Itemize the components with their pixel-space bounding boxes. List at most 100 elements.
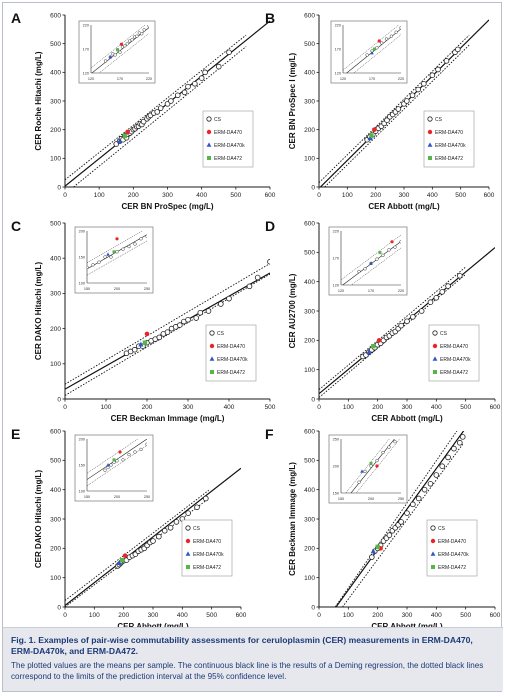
legend-label: ERM-DA470 [217, 344, 245, 350]
x-tick-label: 500 [230, 192, 241, 199]
panel-c: 0 100 200 300 400 500 0 100 200 300 400 500 CER Beck… [11, 218, 276, 423]
x-axis-title: CER Abbott (mg/L) [371, 622, 443, 627]
inset-point-cs [387, 248, 391, 252]
inset-point-erm-da470 [375, 464, 379, 468]
point-cs [192, 81, 198, 87]
point-cs [433, 294, 440, 301]
y-tick-label: 0 [311, 184, 315, 191]
point-cs [185, 83, 191, 90]
y-axis-title: CER Roche Hitachi (mg/L) [34, 51, 43, 150]
inset-point-erm-da470 [118, 450, 122, 454]
point-cs [404, 98, 410, 104]
inset-prediction-upper [91, 25, 146, 69]
point-erm-da470k [367, 135, 373, 141]
x-tick-label: 300 [183, 404, 194, 411]
x-tick-label: 600 [490, 612, 501, 619]
plot-content [319, 247, 495, 398]
x-tick-label: 100 [343, 404, 354, 411]
point-cs [197, 309, 204, 316]
inset-point-cs [357, 269, 361, 274]
point-cs [427, 480, 434, 487]
inset: 150 200 250 100 150 200 [74, 434, 154, 502]
plot-content [65, 258, 270, 396]
legend-marker-erm-da470 [209, 343, 215, 349]
inset-y-tick-label: 250 [333, 437, 339, 441]
point-cs [226, 49, 232, 56]
point-cs [445, 283, 451, 289]
point-cs [404, 510, 410, 516]
y-tick-label: 500 [50, 458, 61, 465]
legend-marker-erm-da472 [428, 156, 432, 160]
point-cs [451, 445, 457, 452]
x-tick-label: 500 [455, 192, 466, 199]
inset-frame [78, 20, 156, 84]
legend-marker-cs [206, 116, 212, 122]
inset-point-cs [387, 445, 391, 449]
inset-point-cs [135, 34, 139, 38]
point-cs [433, 472, 440, 478]
y-tick-label: 200 [50, 127, 61, 134]
legend-label: ERM-DA470k [193, 552, 224, 558]
point-cs [193, 315, 200, 321]
inset-point-cs [389, 34, 393, 38]
point-cs [435, 66, 441, 73]
legend-marker-erm-da470k [185, 551, 191, 556]
prediction-lower-line [324, 44, 470, 187]
point-cs [418, 308, 425, 314]
prediction-upper-line [65, 263, 270, 385]
y-tick-label: 500 [50, 41, 61, 48]
point-erm-da470 [125, 129, 130, 135]
inset-y-tick-label: 220 [335, 23, 341, 27]
y-tick-label: 300 [304, 308, 315, 315]
inset-frame [328, 226, 408, 296]
point-cs [198, 75, 205, 81]
inset-point-erm-da472 [369, 461, 373, 465]
y-tick-label: 300 [304, 98, 315, 105]
inset-x-tick-label: 120 [338, 289, 344, 293]
inset-point-cs [369, 464, 373, 468]
point-cs [429, 72, 436, 78]
point-erm-da470 [371, 127, 377, 132]
x-tick-label: 500 [460, 612, 471, 619]
inset-point-cs [363, 469, 367, 474]
point-erm-da472 [375, 544, 380, 550]
point-cs [410, 314, 416, 320]
y-tick-label: 0 [311, 396, 315, 403]
legend-marker-cs [427, 116, 433, 122]
inset-point-cs [381, 450, 385, 455]
point-cs [218, 301, 224, 307]
inset-y-tick-label: 120 [333, 283, 339, 287]
point-cs [185, 316, 191, 323]
point-cs [156, 334, 163, 341]
y-tick-label: 300 [50, 516, 61, 523]
point-cs [226, 295, 232, 302]
point-cs [443, 58, 450, 64]
point-erm-da472 [369, 133, 374, 138]
y-tick-label: 500 [304, 458, 315, 465]
inset-point-erm-da470 [115, 237, 119, 241]
inset-point-cs [106, 465, 110, 470]
caption-text: The plotted values are the means per sam… [11, 661, 484, 681]
panel-b: 0 100 200 300 400 500 600 0 100 200 300 400 500 600 CE… [265, 10, 495, 211]
legend-marker-erm-da472 [431, 565, 435, 569]
y-tick-label: 100 [304, 575, 315, 582]
point-cs [404, 318, 410, 325]
x-tick-label: 200 [142, 404, 153, 411]
point-cs [395, 106, 402, 112]
inset-frame [330, 20, 408, 84]
legend-marker-erm-da470 [432, 343, 438, 349]
inset-point-cs [363, 267, 367, 271]
inset-point-erm-da472 [372, 47, 376, 51]
plot-content [65, 467, 241, 607]
y-tick-label: 0 [57, 184, 61, 191]
y-tick-label: 300 [50, 291, 61, 298]
inset-point-cs [365, 53, 369, 57]
legend-label: ERM-DA470 [214, 130, 242, 136]
legend-marker-erm-da472 [207, 156, 211, 160]
x-axis-title: CER Abbott (mg/L) [117, 622, 189, 627]
y-tick-label: 400 [50, 487, 61, 494]
x-tick-label: 500 [206, 612, 217, 619]
legend-label: ERM-DA472 [214, 156, 242, 162]
legend-marker-erm-da470k [427, 142, 433, 147]
inset-prediction-upper [343, 25, 400, 71]
